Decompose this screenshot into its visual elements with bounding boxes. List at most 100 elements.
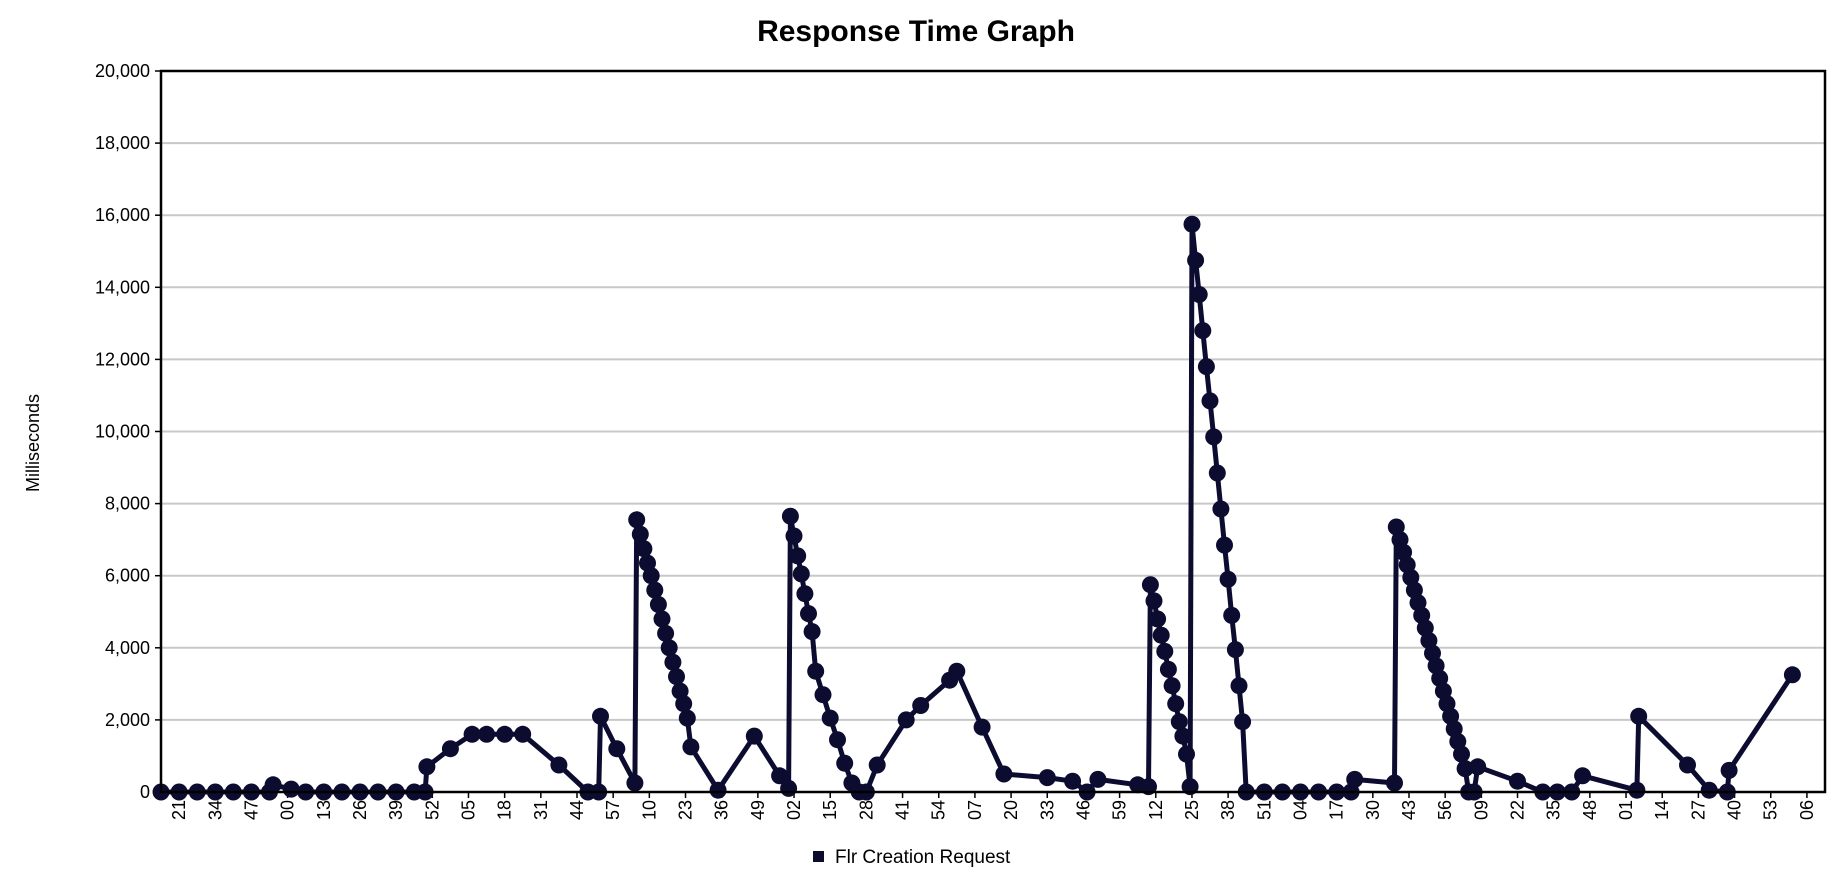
x-tick-label: 06: [1797, 800, 1817, 820]
legend-swatch: [813, 851, 824, 862]
data-point: [1170, 713, 1188, 731]
data-point: [646, 581, 664, 599]
x-tick-label: 14: [1652, 800, 1672, 820]
x-tick-label: 17: [1327, 800, 1347, 820]
x-tick-label: 01: [1616, 800, 1636, 820]
x-tick-label: 27: [1688, 800, 1708, 820]
data-point: [709, 781, 727, 799]
data-point: [1628, 781, 1646, 799]
data-point: [514, 725, 532, 743]
x-tick-label: 26: [350, 800, 370, 820]
data-point: [1197, 358, 1215, 376]
x-tick-label: 41: [893, 800, 913, 820]
data-point: [1216, 536, 1233, 554]
data-point: [1700, 781, 1718, 799]
x-tick-label: 46: [1073, 800, 1093, 820]
data-point: [1230, 677, 1248, 695]
legend: Flr Creation Request: [813, 847, 1011, 868]
data-point: [1178, 745, 1195, 763]
x-tick-label: 44: [567, 800, 587, 820]
x-tick-label: 18: [495, 800, 515, 820]
data-point: [592, 707, 609, 725]
x-tick-label: 13: [314, 800, 334, 820]
data-point: [653, 610, 671, 628]
data-point: [1386, 774, 1403, 792]
y-tick-label: 10,000: [95, 422, 150, 442]
data-point: [1630, 707, 1648, 725]
data-point: [264, 776, 282, 794]
x-tick-label: 00: [278, 800, 298, 820]
data-point: [1219, 570, 1237, 588]
data-point: [973, 718, 991, 736]
data-point: [1574, 767, 1592, 785]
x-tick-label: 51: [1254, 800, 1274, 820]
data-point: [1174, 727, 1192, 745]
data-point: [418, 758, 436, 776]
data-point: [1208, 464, 1226, 482]
data-point: [668, 668, 685, 686]
data-point: [1194, 322, 1212, 340]
y-tick-label: 6,000: [105, 566, 150, 586]
data-point: [1141, 576, 1159, 594]
x-tick-label: 25: [1182, 800, 1202, 820]
data-point: [1145, 592, 1163, 610]
data-point: [1509, 772, 1526, 790]
y-axis-ticks: 0 2,000 4,000 6,000 8,000 10,000 12,000 14,000 1…: [95, 61, 161, 802]
y-tick-label: 18,000: [95, 133, 150, 153]
data-point: [678, 709, 696, 727]
x-tick-label: 49: [748, 800, 768, 820]
x-tick-label: 04: [1290, 800, 1310, 820]
data-point: [780, 779, 798, 797]
x-tick-label: 21: [169, 800, 189, 820]
data-point: [1456, 760, 1474, 778]
x-tick-label: 36: [712, 800, 732, 820]
data-point: [550, 756, 568, 774]
gridlines: [161, 142, 1825, 721]
x-tick-label: 52: [422, 800, 442, 820]
data-point: [781, 507, 799, 525]
data-point: [1187, 251, 1205, 269]
data-point: [1453, 745, 1470, 763]
x-tick-label: 31: [531, 800, 551, 820]
data-point: [995, 765, 1013, 783]
data-point: [1167, 695, 1185, 713]
data-point: [626, 774, 644, 792]
data-point: [1212, 500, 1230, 518]
data-point: [814, 686, 832, 704]
data-point: [1346, 770, 1364, 788]
x-tick-label: 30: [1363, 800, 1383, 820]
data-point: [771, 767, 789, 785]
data-point: [675, 695, 693, 713]
data-point: [1152, 626, 1170, 644]
data-point: [792, 565, 810, 583]
data-point: [1089, 770, 1107, 788]
y-tick-label: 2,000: [105, 710, 150, 730]
data-point: [628, 511, 646, 529]
data-point: [496, 725, 514, 743]
data-point: [1149, 610, 1167, 628]
data-point: [1190, 286, 1208, 303]
y-tick-label: 16,000: [95, 205, 150, 225]
x-tick-label: 40: [1725, 800, 1745, 820]
x-tick-label: 53: [1761, 800, 1781, 820]
x-tick-label: 35: [1544, 800, 1564, 820]
data-point: [608, 740, 626, 758]
x-tick-label: 07: [965, 800, 985, 820]
data-point: [1159, 660, 1177, 678]
data-point: [789, 547, 807, 565]
x-tick-label: 23: [676, 800, 696, 820]
data-point: [463, 725, 481, 743]
x-tick-label: 33: [1037, 800, 1057, 820]
data-point: [1679, 756, 1696, 774]
data-point: [807, 662, 825, 680]
x-tick-label: 54: [929, 800, 949, 820]
data-point: [664, 653, 682, 671]
chart-title: Response Time Graph: [757, 15, 1075, 48]
data-point: [649, 596, 667, 613]
data-point: [1720, 761, 1738, 779]
data-point: [635, 540, 653, 558]
data-point: [897, 711, 915, 729]
x-tick-label: 05: [458, 800, 478, 820]
